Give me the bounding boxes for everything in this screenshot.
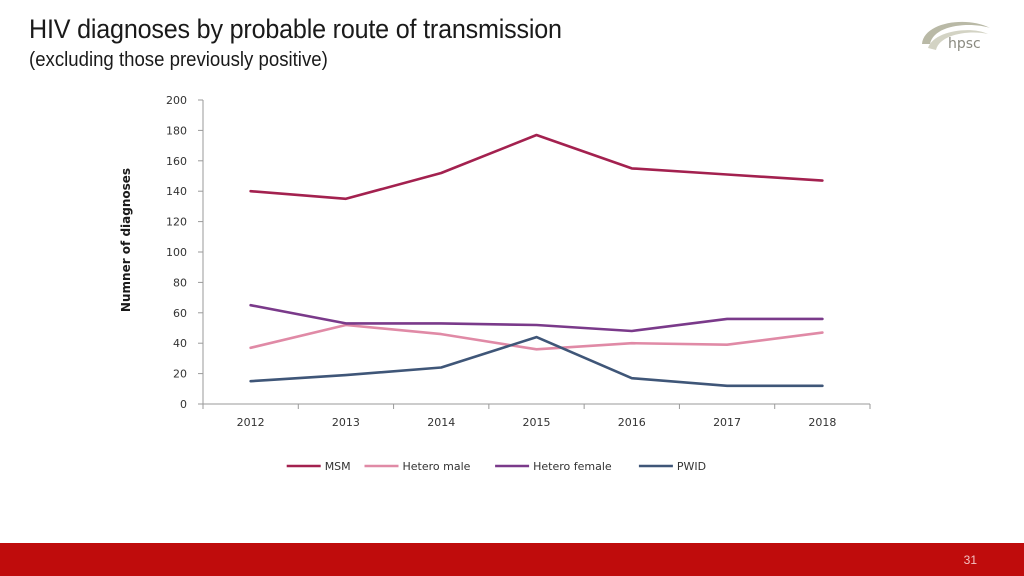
y-axis-title: Numner of diagnoses xyxy=(119,168,133,312)
x-tick-label: 2013 xyxy=(332,416,360,429)
x-tick-label: 2017 xyxy=(713,416,741,429)
legend-label-hetero-female: Hetero female xyxy=(533,460,612,473)
y-tick-label: 140 xyxy=(166,185,187,198)
y-tick-label: 180 xyxy=(166,124,187,137)
logo-text: hpsc xyxy=(948,36,981,52)
legend-label-hetero-male: Hetero male xyxy=(403,460,471,473)
legend-label-msm: MSM xyxy=(325,460,351,473)
footer-bar: 31 xyxy=(0,543,1024,576)
y-axis: 0 20 40 60 80 100 120 140 160 180 200 xyxy=(166,94,204,411)
logo-swoosh-icon xyxy=(922,21,990,44)
legend: MSM Hetero male Hetero female PWID xyxy=(286,460,706,473)
y-tick-label: 100 xyxy=(166,246,187,259)
y-tick-label: 200 xyxy=(166,94,187,107)
y-tick-label: 120 xyxy=(166,216,187,229)
hpsc-logo: hpsc xyxy=(922,21,990,52)
y-tick-label: 80 xyxy=(173,276,187,289)
series-line-pwid xyxy=(249,335,824,388)
page-number: 31 xyxy=(963,553,977,567)
slide-title: HIV diagnoses by probable route of trans… xyxy=(29,14,562,44)
y-tick-label: 40 xyxy=(173,337,187,350)
logo-swoosh-inner-icon xyxy=(928,30,988,50)
x-axis: 2012 2013 2014 2015 2016 2017 2018 xyxy=(202,403,871,429)
series-lines xyxy=(249,133,824,388)
series-line-hetero-male xyxy=(249,323,824,351)
x-tick-label: 2012 xyxy=(237,416,265,429)
x-tick-label: 2014 xyxy=(427,416,455,429)
x-tick-label: 2015 xyxy=(523,416,551,429)
series-line-msm xyxy=(249,133,824,201)
x-tick-label: 2018 xyxy=(808,416,836,429)
legend-label-pwid: PWID xyxy=(677,460,706,473)
y-tick-label: 160 xyxy=(166,155,187,168)
line-chart: 0 20 40 60 80 100 120 140 160 180 200 2012 2013 2014… xyxy=(119,94,871,473)
y-tick-label: 0 xyxy=(180,398,187,411)
x-tick-label: 2016 xyxy=(618,416,646,429)
series-line-hetero-female xyxy=(249,303,824,333)
y-tick-label: 60 xyxy=(173,307,187,320)
slide-subtitle: (excluding those previously positive) xyxy=(29,49,328,71)
y-tick-label: 20 xyxy=(173,368,187,381)
